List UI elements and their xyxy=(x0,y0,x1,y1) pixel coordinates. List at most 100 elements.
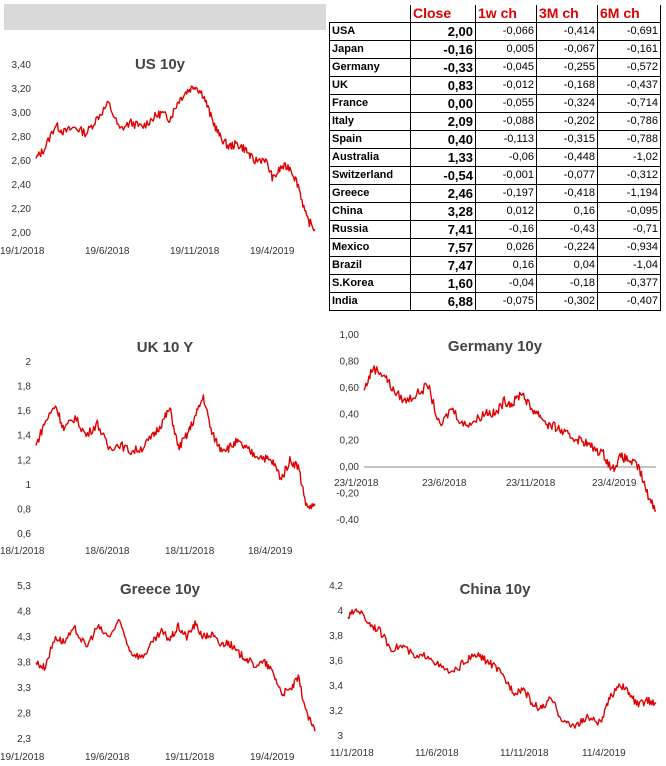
table-row: Australia 1,33 -0,06 -0,448 -1,02 xyxy=(329,148,661,167)
country-cell: Japan xyxy=(329,40,411,59)
change-1w-cell: -0,066 xyxy=(475,22,537,41)
chart-title: Germany 10y xyxy=(448,338,543,355)
y-tick-label: 0,40 xyxy=(340,409,360,420)
y-tick-label: -0,40 xyxy=(336,515,359,526)
y-tick-label: 1,8 xyxy=(17,382,31,393)
column-header-1w: 1w ch xyxy=(475,5,537,23)
y-tick-label: 1,4 xyxy=(17,431,31,442)
change-3m-cell: -0,414 xyxy=(536,22,598,41)
chart-china-10y: China 10y 3 3,2 3,4 3,6 3,8 4 4,2 11/1/2018 11/6/… xyxy=(329,581,657,759)
close-cell: 2,09 xyxy=(410,112,476,131)
column-header-close: Close xyxy=(410,5,476,23)
x-tick-label: 23/6/2018 xyxy=(422,478,467,489)
chart-uk-10y: UK 10 Y 0,6 0,8 1 1,2 1,4 1,6 1,8 2 18/1/2018 18/6… xyxy=(0,339,316,557)
country-cell: Australia xyxy=(329,148,411,167)
y-tick-label: 3,20 xyxy=(12,84,32,95)
close-cell: 2,46 xyxy=(410,184,476,203)
series-line xyxy=(35,394,316,510)
change-6m-cell: -0,714 xyxy=(597,94,661,113)
x-tick-label: 19/1/2018 xyxy=(0,246,45,257)
change-1w-cell: -0,06 xyxy=(475,148,537,167)
change-1w-cell: -0,045 xyxy=(475,58,537,77)
table-row: UK 0,83 -0,012 -0,168 -0,437 xyxy=(329,76,661,95)
y-tick-label: 0,8 xyxy=(17,504,31,515)
column-header-country xyxy=(329,5,411,23)
x-tick-label: 23/4/2019 xyxy=(592,478,637,489)
yield-table: Close 1w ch 3M ch 6M ch USA 2,00 -0,066 -0,… xyxy=(329,5,661,311)
table-row: France 0,00 -0,055 -0,324 -0,714 xyxy=(329,94,661,113)
country-cell: UK xyxy=(329,76,411,95)
x-tick-label: 19/6/2018 xyxy=(85,246,130,257)
change-6m-cell: -0,788 xyxy=(597,130,661,149)
y-tick-label: 2,3 xyxy=(17,734,31,745)
change-3m-cell: -0,302 xyxy=(536,292,598,311)
y-tick-label: 3,8 xyxy=(329,631,343,642)
country-cell: India xyxy=(329,292,411,311)
y-tick-label: 1 xyxy=(25,480,31,491)
change-3m-cell: 0,16 xyxy=(536,202,598,221)
close-cell: 7,47 xyxy=(410,256,476,275)
close-cell: 6,88 xyxy=(410,292,476,311)
series-line xyxy=(35,619,316,732)
change-1w-cell: 0,012 xyxy=(475,202,537,221)
change-6m-cell: -0,934 xyxy=(597,238,661,257)
y-tick-label: 2,8 xyxy=(17,709,31,720)
y-tick-label: 3,00 xyxy=(12,108,32,119)
x-tick-label: 18/11/2018 xyxy=(165,546,215,557)
column-header-6m: 6M ch xyxy=(597,5,661,23)
chart-greece-10y: Greece 10y 2,3 2,8 3,3 3,8 4,3 4,8 5,3 19/1/2018… xyxy=(0,581,316,763)
change-3m-cell: -0,315 xyxy=(536,130,598,149)
y-tick-label: 0,60 xyxy=(340,383,360,394)
change-3m-cell: -0,168 xyxy=(536,76,598,95)
change-6m-cell: -0,691 xyxy=(597,22,661,41)
country-cell: Russia xyxy=(329,220,411,239)
country-cell: Germany xyxy=(329,58,411,77)
change-6m-cell: -0,407 xyxy=(597,292,661,311)
table-row: Brazil 7,47 0,16 0,04 -1,04 xyxy=(329,256,661,275)
table-row: Switzerland -0,54 -0,001 -0,077 -0,312 xyxy=(329,166,661,185)
y-tick-label: 4 xyxy=(337,606,343,617)
change-6m-cell: -0,312 xyxy=(597,166,661,185)
table-row: Japan -0,16 0,005 -0,067 -0,161 xyxy=(329,40,661,59)
y-tick-label: 3,6 xyxy=(329,656,343,667)
change-1w-cell: -0,113 xyxy=(475,130,537,149)
y-tick-label: 3,40 xyxy=(12,60,32,71)
x-tick-label: 19/11/2018 xyxy=(165,752,215,763)
change-6m-cell: -0,161 xyxy=(597,40,661,59)
y-tick-label: 2,80 xyxy=(12,132,32,143)
change-6m-cell: -0,786 xyxy=(597,112,661,131)
change-1w-cell: -0,16 xyxy=(475,220,537,239)
y-tick-label: 3,4 xyxy=(329,681,343,692)
chart-us-10y: US 10y 2,00 2,20 2,40 2,60 2,80 3,00 3,20 3,40 19… xyxy=(0,56,316,257)
table-row: China 3,28 0,012 0,16 -0,095 xyxy=(329,202,661,221)
y-tick-label: 3,3 xyxy=(17,683,31,694)
table-row: Mexico 7,57 0,026 -0,224 -0,934 xyxy=(329,238,661,257)
close-cell: 2,00 xyxy=(410,22,476,41)
country-cell: Mexico xyxy=(329,238,411,257)
chart-title: US 10y xyxy=(135,56,186,73)
chart-germany-10y: Germany 10y -0,40 -0,20 0,00 0,20 0,40 0,60 0,8… xyxy=(334,330,657,526)
y-tick-label: 0,20 xyxy=(340,436,360,447)
chart-title: Greece 10y xyxy=(120,581,201,598)
chart-title: China 10y xyxy=(460,581,532,598)
change-1w-cell: -0,075 xyxy=(475,292,537,311)
x-tick-label: 23/1/2018 xyxy=(334,478,379,489)
change-3m-cell: -0,077 xyxy=(536,166,598,185)
table-row: Greece 2,46 -0,197 -0,418 -1,194 xyxy=(329,184,661,203)
change-6m-cell: -0,377 xyxy=(597,274,661,293)
change-3m-cell: -0,18 xyxy=(536,274,598,293)
close-cell: 0,40 xyxy=(410,130,476,149)
y-tick-label: 3,2 xyxy=(329,706,343,717)
y-tick-label: 1,6 xyxy=(17,406,31,417)
close-cell: -0,16 xyxy=(410,40,476,59)
x-tick-label: 23/11/2018 xyxy=(506,478,556,489)
country-cell: Greece xyxy=(329,184,411,203)
change-3m-cell: -0,202 xyxy=(536,112,598,131)
close-cell: 0,00 xyxy=(410,94,476,113)
y-tick-label: 2,40 xyxy=(12,180,32,191)
change-3m-cell: -0,324 xyxy=(536,94,598,113)
country-cell: Spain xyxy=(329,130,411,149)
close-cell: 3,28 xyxy=(410,202,476,221)
change-3m-cell: 0,04 xyxy=(536,256,598,275)
x-tick-label: 19/4/2019 xyxy=(250,752,295,763)
